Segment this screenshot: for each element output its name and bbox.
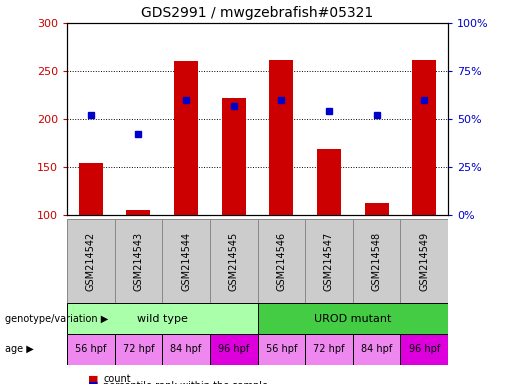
Text: UROD mutant: UROD mutant (314, 314, 391, 324)
Text: GSM214547: GSM214547 (324, 232, 334, 291)
Text: 84 hpf: 84 hpf (361, 344, 392, 354)
Bar (79, 163, 102, 215)
Bar (258, 303, 448, 334)
Bar (258, 219, 305, 303)
Bar (162, 334, 210, 365)
Text: GSM214545: GSM214545 (229, 232, 238, 291)
Bar (162, 219, 210, 303)
Text: GSM214542: GSM214542 (86, 232, 96, 291)
Text: 72 hpf: 72 hpf (313, 344, 345, 354)
Text: 56 hpf: 56 hpf (75, 344, 107, 354)
Text: count: count (103, 374, 131, 384)
Bar (67, 219, 115, 303)
Bar (210, 219, 258, 303)
Bar (174, 61, 198, 215)
Text: GSM214549: GSM214549 (419, 232, 429, 291)
Text: GSM214546: GSM214546 (277, 232, 286, 291)
Bar (222, 98, 246, 215)
Text: genotype/variation ▶: genotype/variation ▶ (5, 314, 108, 324)
Title: GDS2991 / mwgzebrafish#05321: GDS2991 / mwgzebrafish#05321 (142, 7, 373, 20)
Text: 72 hpf: 72 hpf (123, 344, 154, 354)
Text: GSM214543: GSM214543 (133, 232, 143, 291)
Bar (67, 303, 258, 334)
Text: ■: ■ (88, 374, 98, 384)
Bar (305, 334, 353, 365)
Bar (365, 203, 388, 215)
Bar (413, 60, 436, 215)
Text: GSM214548: GSM214548 (372, 232, 382, 291)
Text: GSM214544: GSM214544 (181, 232, 191, 291)
Bar (353, 334, 401, 365)
Bar (127, 210, 150, 215)
Bar (114, 219, 162, 303)
Bar (269, 61, 293, 215)
Bar (210, 334, 258, 365)
Bar (67, 334, 115, 365)
Text: age ▶: age ▶ (5, 344, 34, 354)
Text: wild type: wild type (137, 314, 187, 324)
Text: 96 hpf: 96 hpf (218, 344, 249, 354)
Bar (401, 334, 448, 365)
Bar (317, 149, 341, 215)
Bar (401, 219, 448, 303)
Bar (353, 219, 401, 303)
Text: 96 hpf: 96 hpf (408, 344, 440, 354)
Text: 84 hpf: 84 hpf (170, 344, 202, 354)
Text: 56 hpf: 56 hpf (266, 344, 297, 354)
Bar (114, 334, 162, 365)
Bar (258, 334, 305, 365)
Bar (305, 219, 353, 303)
Text: ■: ■ (88, 381, 98, 384)
Text: percentile rank within the sample: percentile rank within the sample (103, 381, 268, 384)
